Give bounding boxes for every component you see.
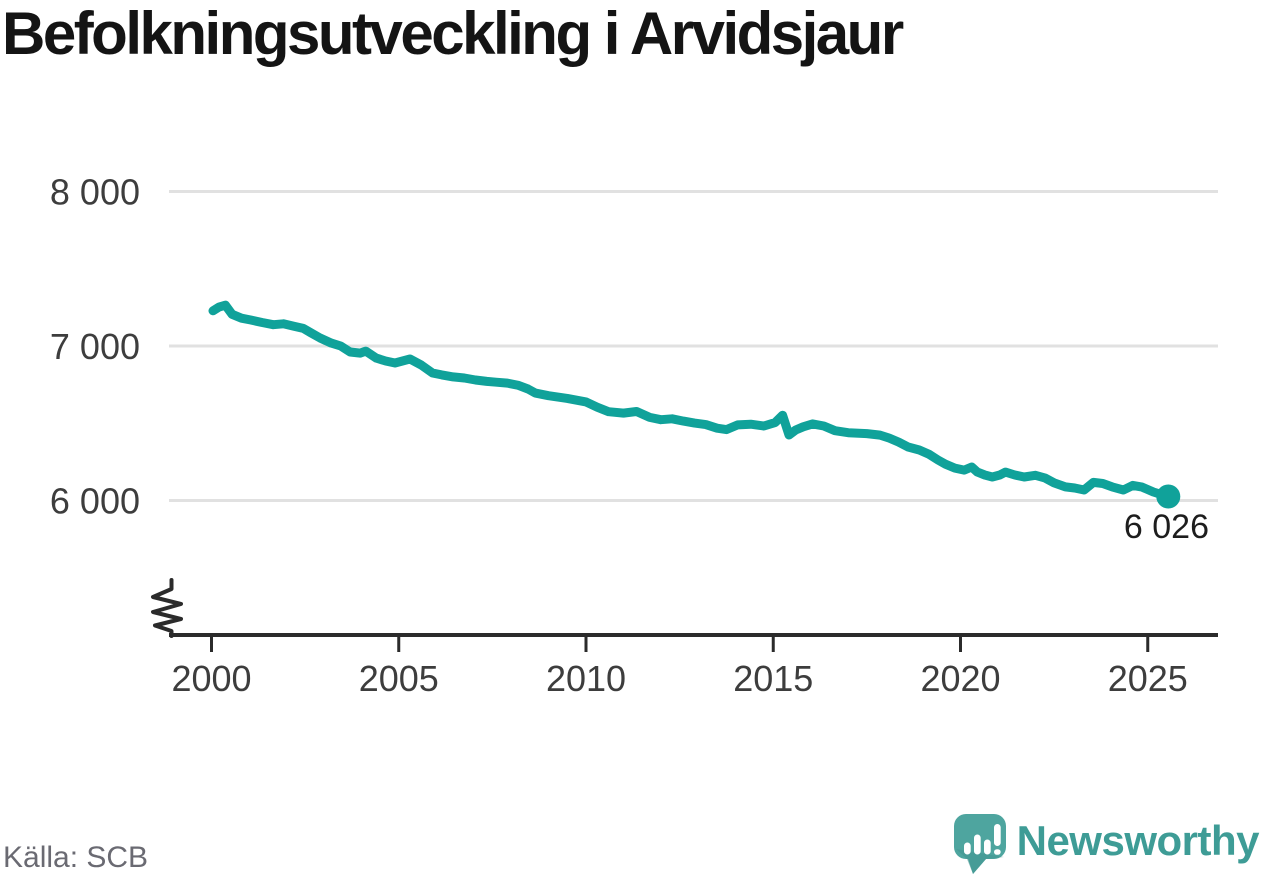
newsworthy-wordmark: Newsworthy (1016, 817, 1260, 864)
newsworthy-icon (953, 814, 1006, 874)
x-tick-label: 2010 (546, 658, 626, 699)
x-tick-label: 2020 (920, 658, 1000, 699)
exclamation-dot (993, 849, 1001, 855)
bar-tall (973, 834, 981, 855)
bar-medium (983, 839, 991, 855)
end-point-dot (1156, 484, 1181, 509)
y-tick-label: 8 000 (50, 172, 140, 213)
end-point-label: 6 026 (1124, 508, 1209, 546)
y-axis-break-icon (151, 578, 183, 638)
chart-plot-area: 8 000 7 000 6 000 2000 2005 2010 2015 2020 2025 6… (50, 172, 1218, 699)
x-tick-label: 2005 (359, 658, 439, 699)
x-tick-label: 2000 (171, 658, 251, 699)
y-tick-label: 7 000 (50, 326, 140, 367)
exclamation-bar (993, 824, 1001, 846)
bar-small (963, 842, 971, 855)
source-label: Källa: SCB (3, 841, 149, 874)
x-tick-label: 2025 (1108, 658, 1188, 699)
newsworthy-logo: Newsworthy (953, 814, 1260, 874)
chart-title: Befolkningsutveckling i Arvidsjaur (2, 0, 904, 67)
y-tick-label: 6 000 (50, 481, 140, 522)
population-line-chart: 8 000 7 000 6 000 2000 2005 2010 2015 2020 2025 6… (50, 172, 1218, 699)
x-tick-label: 2015 (733, 658, 813, 699)
population-line (208, 300, 1173, 501)
